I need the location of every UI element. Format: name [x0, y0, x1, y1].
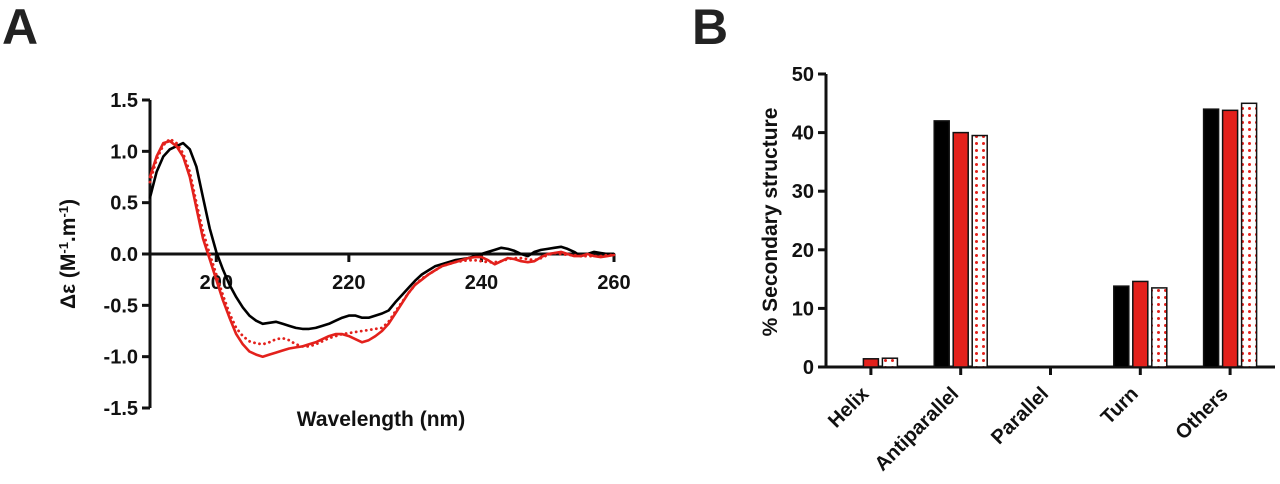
panel-a-label: A — [2, 0, 38, 55]
bar-others-series-1 — [1202, 108, 1220, 368]
bar-turn-series-1 — [1113, 285, 1130, 368]
cd-series-line-3 — [148, 137, 616, 348]
bar-y-tick-label: 0 — [803, 357, 814, 379]
bar-category-label: Others — [1171, 383, 1232, 444]
cd-x-tick-label: 260 — [597, 272, 630, 294]
cd-y-axis-title-main: Δε (M — [57, 254, 80, 309]
bar-category-label: Helix — [824, 383, 873, 432]
bar-y-tick-label: 40 — [792, 123, 814, 145]
cd-y-axis-title-sup1: -1 — [56, 242, 71, 254]
cd-y-tick-label: -0.5 — [104, 295, 138, 317]
bar-antiparallel-series-2 — [952, 131, 969, 368]
cd-y-axis-title: Δε (M-1.m-1) — [56, 199, 80, 309]
cd-y-tick-label: -1.0 — [104, 347, 138, 369]
cd-y-tick-label: 0.0 — [110, 244, 138, 266]
cd-y-axis-title-end: ) — [57, 199, 80, 206]
bar-turn-series-2 — [1132, 280, 1149, 368]
bar-others-series-2 — [1221, 109, 1239, 368]
bar-y-tick-label: 30 — [792, 181, 814, 203]
bar-helix-series-3 — [881, 357, 899, 368]
cd-x-tick-label: 240 — [465, 272, 498, 294]
bar-category-label: Antiparallel — [871, 383, 964, 476]
panel-b-label: B — [692, 0, 728, 55]
cd-y-tick-label: 1.0 — [110, 141, 138, 163]
bar-others-series-3 — [1240, 102, 1258, 368]
cd-x-tick-label: 220 — [332, 272, 365, 294]
cd-x-axis-title: Wavelength (nm) — [297, 408, 465, 431]
bar-y-tick-label: 20 — [792, 240, 814, 262]
cd-y-axis-title-mid: .m — [57, 218, 80, 243]
bar-antiparallel-series-1 — [933, 120, 950, 368]
bar-antiparallel-series-3 — [971, 134, 988, 368]
bar-category-label: Parallel — [987, 383, 1053, 449]
cd-y-tick-label: 1.5 — [110, 90, 138, 112]
bar-y-axis-title: % Secondary structure — [759, 108, 782, 337]
bar-helix-series-2 — [862, 358, 880, 368]
bar-turn-series-3 — [1151, 287, 1168, 368]
cd-y-tick-label: -1.5 — [104, 398, 138, 420]
cd-series-line-1 — [148, 141, 616, 331]
cd-y-axis-title-sup2: -1 — [56, 206, 71, 218]
cd-y-tick-label: 0.5 — [110, 193, 138, 215]
bar-y-tick-label: 10 — [792, 298, 814, 320]
bar-category-label: Turn — [1097, 383, 1143, 429]
bar-y-tick-label: 50 — [792, 64, 814, 86]
